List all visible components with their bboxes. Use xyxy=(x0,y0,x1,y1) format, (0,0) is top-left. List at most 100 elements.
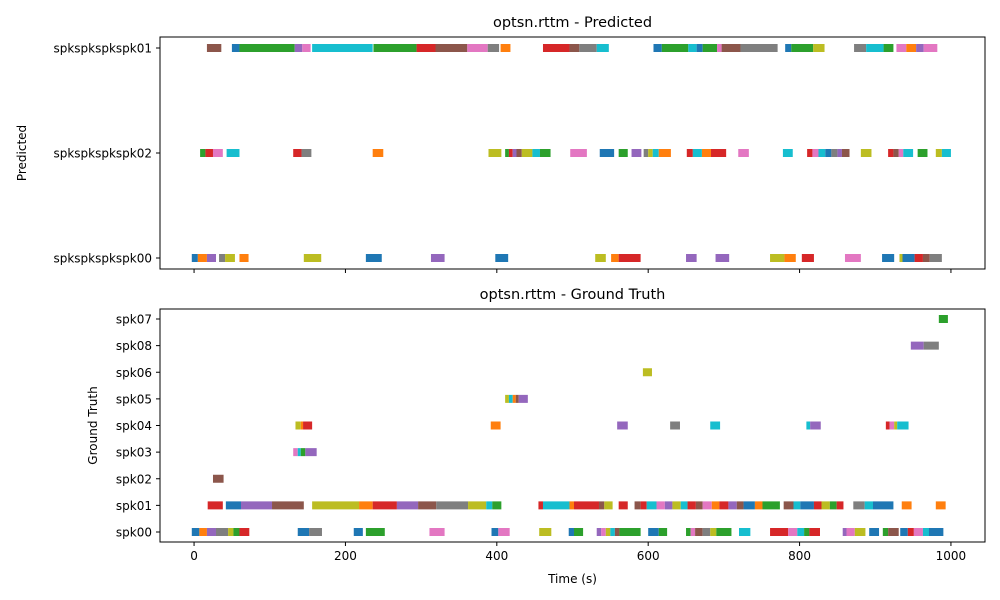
segment-spkspkspkspk01-15 xyxy=(596,44,609,52)
segment-spk01-45 xyxy=(604,501,613,510)
segment-spkspkspkspk02-45 xyxy=(516,149,522,157)
segment-spkspkspkspk02-43 xyxy=(508,149,513,157)
segment-spkspkspkspk02-74 xyxy=(903,149,914,157)
segment-spk00-96 xyxy=(610,528,615,536)
segment-spkspkspkspk01-9 xyxy=(467,44,488,52)
segment-spk04-10 xyxy=(300,421,304,430)
segment-spk00-103 xyxy=(695,528,703,536)
segment-spkspkspkspk01-5 xyxy=(312,44,373,52)
segment-spk01-41 xyxy=(542,501,570,510)
segment-spkspkspkspk01-33 xyxy=(923,44,938,52)
segment-spkspkspkspk01-25 xyxy=(791,44,814,52)
segment-spk04-17 xyxy=(810,421,821,430)
segment-spkspkspkspk01-28 xyxy=(866,44,884,52)
segment-spkspkspkspk02-46 xyxy=(521,149,533,157)
xtick-label-0: 0 xyxy=(190,549,198,563)
segment-spkspkspkspk02-52 xyxy=(631,149,642,157)
segment-spkspkspkspk02-40 xyxy=(372,149,384,157)
segment-spkspkspkspk02-39 xyxy=(301,149,312,157)
segment-spkspkspkspk02-60 xyxy=(711,149,727,157)
segment-spk04-14 xyxy=(670,421,680,430)
segment-spk00-101 xyxy=(686,528,691,536)
segment-spk05-8 xyxy=(518,394,528,403)
segment-spk01-69 xyxy=(829,501,837,510)
segment-spkspkspkspk02-72 xyxy=(893,149,899,157)
segment-spkspkspkspk02-42 xyxy=(505,149,509,157)
segment-spkspkspkspk00-84 xyxy=(303,254,322,262)
segment-spkspkspkspk02-36 xyxy=(212,149,223,157)
segment-spkspkspkspk01-20 xyxy=(702,44,718,52)
segment-spk03-24 xyxy=(300,448,306,457)
segment-spkspkspkspk02-41 xyxy=(488,149,502,157)
segment-spk05-6 xyxy=(512,394,516,403)
segment-spk00-95 xyxy=(605,528,611,536)
segment-spkspkspkspk02-35 xyxy=(205,149,213,157)
segment-spk01-37 xyxy=(468,501,487,510)
segment-spk00-105 xyxy=(710,528,717,536)
segment-spk01-55 xyxy=(695,501,703,510)
segment-spk00-115 xyxy=(854,528,866,536)
segment-spk01-63 xyxy=(762,501,780,510)
ytick-label-spk02: spk02 xyxy=(116,472,152,486)
segment-spkspkspkspk01-31 xyxy=(906,44,917,52)
segment-spkspkspkspk01-11 xyxy=(500,44,511,52)
segment-spk00-92 xyxy=(574,528,584,536)
segment-spk00-88 xyxy=(491,528,499,536)
ytick-label-spk08: spk08 xyxy=(116,339,152,353)
segment-spk01-52 xyxy=(672,501,681,510)
segment-spkspkspkspk00-93 xyxy=(770,254,785,262)
ytick-label-spk05: spk05 xyxy=(116,392,152,406)
ytick-label-spk07: spk07 xyxy=(116,313,152,327)
ytick-label-spk03: spk03 xyxy=(116,446,152,460)
segment-spkspkspkspk02-62 xyxy=(782,149,793,157)
segment-spk00-108 xyxy=(770,528,789,536)
segment-spkspkspkspk02-58 xyxy=(692,149,702,157)
segment-spkspkspkspk02-49 xyxy=(570,149,587,157)
segment-spkspkspkspk01-7 xyxy=(416,44,436,52)
segment-spkspkspkspk02-64 xyxy=(812,149,819,157)
segment-spkspkspkspk02-67 xyxy=(831,149,838,157)
segment-spk01-32 xyxy=(359,501,373,510)
segment-spkspkspkspk01-23 xyxy=(740,44,778,52)
segment-spk04-11 xyxy=(303,421,313,430)
segment-spkspkspkspk00-94 xyxy=(784,254,796,262)
segment-spkspkspkspk01-21 xyxy=(717,44,722,52)
segment-spkspkspkspk00-89 xyxy=(611,254,619,262)
segment-spk01-28 xyxy=(225,501,241,510)
segment-spkspkspkspk00-78 xyxy=(191,254,198,262)
segment-spk01-48 xyxy=(640,501,647,510)
segment-spk00-102 xyxy=(690,528,696,536)
segment-spk01-53 xyxy=(680,501,688,510)
segment-spk01-60 xyxy=(736,501,744,510)
xtick-label-800: 800 xyxy=(788,549,811,563)
segment-spk01-65 xyxy=(793,501,801,510)
segment-spk01-38 xyxy=(486,501,493,510)
segment-spk01-54 xyxy=(687,501,696,510)
segment-spkspkspkspk02-70 xyxy=(860,149,872,157)
segment-spkspkspkspk01-22 xyxy=(721,44,741,52)
segment-spk04-18 xyxy=(885,421,890,430)
segment-spkspkspkspk00-92 xyxy=(715,254,730,262)
segment-spk02-26 xyxy=(212,474,224,483)
segment-spk01-71 xyxy=(853,501,865,510)
segment-spkspkspkspk01-2 xyxy=(239,44,295,52)
segment-spk00-106 xyxy=(716,528,732,536)
segment-spk00-82 xyxy=(239,528,250,536)
segment-spk00-121 xyxy=(913,528,923,536)
segment-spkspkspkspk01-24 xyxy=(785,44,792,52)
segment-spk01-68 xyxy=(821,501,830,510)
segment-spk01-73 xyxy=(872,501,894,510)
segment-spk00-112 xyxy=(809,528,820,536)
segment-spk01-61 xyxy=(743,501,755,510)
segment-spk00-85 xyxy=(353,528,363,536)
segment-spk01-40 xyxy=(538,501,543,510)
segment-spkspkspkspk00-102 xyxy=(929,254,942,262)
segment-spkspkspkspk02-65 xyxy=(818,149,826,157)
segment-spk05-4 xyxy=(505,394,509,403)
segment-spkspkspkspk02-73 xyxy=(898,149,904,157)
segment-spk01-70 xyxy=(836,501,844,510)
segment-spk03-23 xyxy=(297,448,301,457)
segment-spkspkspkspk00-88 xyxy=(595,254,606,262)
segment-spk00-98 xyxy=(619,528,641,536)
